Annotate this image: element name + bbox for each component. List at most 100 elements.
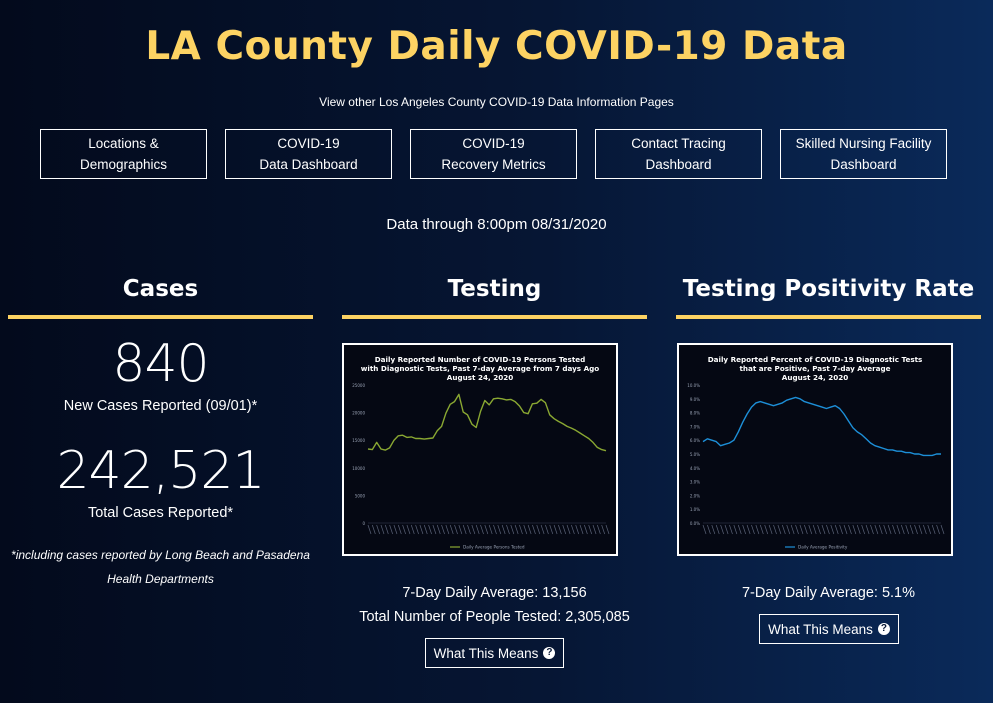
new-cases-label: New Cases Reported (09/01)* xyxy=(63,398,258,414)
what-this-means-label: What This Means xyxy=(433,645,539,661)
x-tick-mark xyxy=(737,524,742,535)
nav-button-line: Demographics xyxy=(79,157,168,172)
x-tick-mark xyxy=(519,524,523,535)
question-circle-icon: ? xyxy=(543,647,556,659)
y-tick-label: 2.0% xyxy=(690,493,700,498)
testing-chart[interactable]: Daily Reported Number of COVID-19 Person… xyxy=(342,343,618,556)
positivity-chart[interactable]: Daily Reported Percent of COVID-19 Diagn… xyxy=(677,343,953,556)
other-pages-subtitle: View other Los Angeles County COVID-19 D… xyxy=(319,95,674,109)
x-tick-mark xyxy=(768,524,773,535)
x-tick-mark xyxy=(501,524,506,535)
nav-button-line: COVID-19 xyxy=(462,136,525,151)
x-tick-mark xyxy=(605,524,610,535)
x-tick-mark xyxy=(441,524,445,535)
what-this-means-label: What This Means xyxy=(768,621,873,637)
x-tick-mark xyxy=(852,524,857,535)
x-tick-mark xyxy=(821,524,826,535)
nav-button-skilled-nursing[interactable]: Skilled Nursing Facility Dashboard xyxy=(780,129,947,179)
x-tick-mark xyxy=(523,524,528,535)
x-tick-mark xyxy=(702,524,707,535)
x-tick-mark xyxy=(410,524,415,535)
x-tick-mark xyxy=(883,524,888,535)
x-tick-mark xyxy=(415,524,419,535)
x-tick-mark xyxy=(834,524,839,535)
x-tick-mark xyxy=(729,524,733,535)
cases-divider xyxy=(8,315,313,319)
x-tick-mark xyxy=(419,524,424,535)
nav-button-recovery-metrics[interactable]: COVID-19 Recovery Metrics xyxy=(410,129,577,179)
x-tick-mark xyxy=(562,524,567,535)
x-tick-mark xyxy=(592,524,597,535)
x-tick-mark xyxy=(812,524,817,535)
testing-heading: Testing xyxy=(447,276,542,302)
x-tick-mark xyxy=(940,524,945,535)
y-tick-label: 0.0% xyxy=(690,521,700,526)
x-tick-mark xyxy=(367,524,372,535)
x-tick-mark xyxy=(839,524,843,535)
x-tick-mark xyxy=(931,524,936,535)
nav-button-line: Data Dashboard xyxy=(259,157,358,172)
series-line xyxy=(702,396,941,457)
x-tick-mark xyxy=(454,524,458,535)
y-tick-label: 5000 xyxy=(355,493,366,498)
chart-title-line: Daily Reported Number of COVID-19 Person… xyxy=(375,355,586,364)
x-tick-mark xyxy=(571,524,575,535)
y-tick-label: 0 xyxy=(362,521,365,526)
x-tick-mark xyxy=(475,524,480,535)
chart-title-line: August 24, 2020 xyxy=(447,373,513,382)
x-tick-mark xyxy=(579,524,584,535)
y-tick-label: 15000 xyxy=(352,438,365,443)
x-tick-mark xyxy=(830,524,835,535)
x-tick-mark xyxy=(471,524,476,535)
x-tick-mark xyxy=(553,524,558,535)
series-line xyxy=(367,393,607,452)
positivity-chart-svg: Daily Reported Percent of COVID-19 Diagn… xyxy=(687,355,945,550)
x-tick-mark xyxy=(707,524,711,535)
data-through-date: Data through 8:00pm 08/31/2020 xyxy=(386,216,607,233)
nav-button-locations-demographics[interactable]: Locations & Demographics xyxy=(40,129,207,179)
x-tick-mark xyxy=(790,524,795,535)
x-tick-mark xyxy=(865,524,870,535)
x-tick-mark xyxy=(402,524,406,535)
x-tick-mark xyxy=(901,524,905,535)
footnote-line: *including cases reported by Long Beach … xyxy=(11,548,310,562)
total-cases-label: Total Cases Reported* xyxy=(87,505,234,521)
nav-button-contact-tracing[interactable]: Contact Tracing Dashboard xyxy=(595,129,762,179)
legend-label: Daily Average Positivity xyxy=(798,545,848,550)
x-tick-mark xyxy=(371,524,376,535)
nav-button-line: Skilled Nursing Facility xyxy=(795,136,932,151)
x-tick-mark xyxy=(389,524,393,535)
total-cases-value: 242,521 xyxy=(56,441,265,501)
chart-title-line: that are Positive, Past 7-day Average xyxy=(739,364,890,373)
positivity-heading: Testing Positivity Rate xyxy=(682,276,975,302)
x-tick-mark xyxy=(493,524,497,535)
x-tick-mark xyxy=(856,524,861,535)
positivity-divider xyxy=(676,315,981,319)
chart-title-line: Daily Reported Percent of COVID-19 Diagn… xyxy=(708,355,923,364)
x-tick-mark xyxy=(755,524,760,535)
x-tick-mark xyxy=(540,524,545,535)
testing-seven-day-average: 7-Day Daily Average: 13,156 xyxy=(402,585,587,601)
testing-what-this-means-button[interactable]: What This Means ? xyxy=(425,638,564,668)
nav-button-data-dashboard[interactable]: COVID-19 Data Dashboard xyxy=(225,129,392,179)
x-tick-mark xyxy=(799,524,804,535)
x-tick-mark xyxy=(905,524,910,535)
x-tick-mark xyxy=(751,524,755,535)
x-tick-mark xyxy=(549,524,554,535)
x-tick-mark xyxy=(601,524,606,535)
x-tick-mark xyxy=(724,524,729,535)
x-tick-mark xyxy=(432,524,437,535)
y-tick-label: 3.0% xyxy=(690,480,700,485)
x-tick-mark xyxy=(467,524,471,535)
x-tick-mark xyxy=(558,524,562,535)
x-tick-mark xyxy=(566,524,571,535)
x-tick-mark xyxy=(488,524,493,535)
x-tick-mark xyxy=(384,524,389,535)
positivity-what-this-means-button[interactable]: What This Means ? xyxy=(759,614,899,644)
y-tick-label: 10000 xyxy=(352,466,365,471)
cases-footnote: *including cases reported by Long Beach … xyxy=(8,543,313,591)
x-tick-mark xyxy=(804,524,808,535)
y-tick-label: 1.0% xyxy=(690,507,700,512)
x-tick-mark xyxy=(861,524,865,535)
x-tick-mark xyxy=(909,524,914,535)
